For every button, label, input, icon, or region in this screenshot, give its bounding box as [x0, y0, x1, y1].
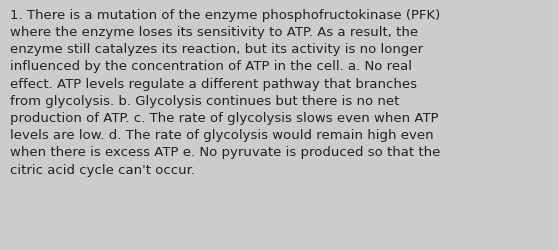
Text: 1. There is a mutation of the enzyme phosphofructokinase (PFK)
where the enzyme : 1. There is a mutation of the enzyme pho… — [10, 9, 440, 176]
